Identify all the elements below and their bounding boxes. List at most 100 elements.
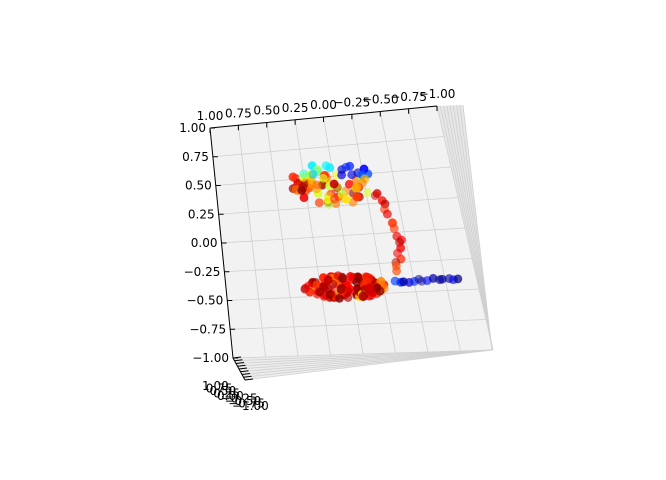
- y-tick: [240, 370, 249, 373]
- data-point: [329, 194, 339, 204]
- data-point: [414, 274, 424, 284]
- data-point: [353, 272, 363, 282]
- y-tick-label: −0.75: [228, 397, 265, 411]
- x-tick-label: 0.50: [253, 104, 280, 118]
- data-point: [392, 266, 402, 276]
- grid-line: [351, 114, 396, 354]
- y-tick-label: 0.50: [210, 384, 237, 398]
- data-point: [325, 289, 335, 299]
- data-point: [343, 292, 353, 302]
- data-point: [365, 273, 375, 283]
- z-tick-label: 0.75: [182, 150, 209, 164]
- data-point: [314, 198, 324, 208]
- grid-line: [459, 105, 493, 351]
- grid-line: [244, 349, 493, 381]
- y-tick-label: −0.50: [225, 394, 262, 408]
- data-point: [345, 271, 355, 281]
- x-tick-label: 1.00: [197, 109, 224, 123]
- grid-line: [235, 349, 493, 364]
- x-tick-label: −0.25: [333, 95, 370, 109]
- y-tick-label: −0.25: [221, 392, 258, 406]
- x-tick-label: 0.75: [225, 106, 252, 120]
- data-point: [318, 173, 328, 183]
- data-point: [336, 285, 346, 295]
- data-point: [328, 279, 338, 289]
- data-point: [337, 274, 347, 284]
- data-point: [342, 194, 352, 204]
- data-point: [376, 276, 386, 286]
- data-point: [300, 283, 310, 293]
- data-point: [364, 283, 374, 293]
- data-point: [334, 293, 344, 303]
- data-point: [352, 192, 362, 202]
- z-tick-label: −1.00: [192, 351, 229, 365]
- x-tick-label: 0.00: [310, 98, 337, 112]
- y-tick-label: 0.00: [217, 389, 244, 403]
- y-tick: [234, 359, 243, 362]
- z-tick-label: 0.25: [188, 207, 215, 221]
- z-tick-label: 1.00: [179, 121, 206, 135]
- y-tick: [241, 373, 251, 375]
- grid-line: [452, 105, 493, 351]
- x-tick-label: −0.75: [390, 90, 427, 104]
- data-point: [308, 169, 318, 179]
- data-point: [312, 180, 322, 190]
- data-point: [357, 178, 367, 188]
- grid-line: [436, 105, 494, 351]
- grid-line: [234, 349, 493, 362]
- x-tick-label: −1.00: [419, 87, 456, 101]
- data-point: [453, 274, 463, 284]
- grid-line: [237, 349, 493, 367]
- data-point: [382, 209, 392, 219]
- data-point: [347, 170, 357, 180]
- y-tick: [232, 356, 242, 359]
- data-point: [366, 290, 376, 300]
- grid-line: [230, 319, 487, 330]
- y-tick: [237, 364, 246, 367]
- data-point: [370, 191, 380, 201]
- y-tick: [244, 378, 254, 381]
- data-point: [363, 188, 373, 198]
- y-tick: [243, 375, 252, 378]
- data-point: [315, 287, 325, 297]
- grid-line: [232, 349, 494, 359]
- y-tick-label: 0.25: [213, 387, 240, 401]
- data-point: [329, 179, 339, 189]
- grid-line: [449, 105, 493, 351]
- data-point: [299, 169, 309, 179]
- z-tick-label: −0.50: [186, 294, 223, 308]
- data-points: [288, 161, 463, 303]
- grid-line: [462, 104, 493, 351]
- grid-line: [443, 105, 494, 351]
- z-tick-label: 0.00: [191, 236, 218, 250]
- x-tick-label: −0.50: [362, 93, 399, 107]
- grid-line: [456, 105, 493, 351]
- y-tick-label: 0.75: [206, 382, 233, 396]
- grid-line: [221, 227, 466, 244]
- y-axis-ticks: 1.000.750.500.250.00−0.25−0.50−0.75−1.00: [202, 356, 269, 413]
- grid-line: [243, 349, 493, 378]
- y-tick: [235, 362, 245, 364]
- y-tick-label: 1.00: [202, 379, 229, 393]
- x-tick-label: 0.25: [282, 101, 309, 115]
- x-axis-ticks: 1.00 0.75 0.50 0.25 0.00−0.25−0.50−0.75−1.00: [197, 87, 456, 133]
- grid-line: [238, 349, 493, 370]
- grid-line: [439, 105, 494, 351]
- data-point: [341, 162, 351, 172]
- data-point: [297, 185, 307, 195]
- y-tick-label: −1.00: [232, 399, 269, 413]
- z-tick-label: 0.50: [185, 179, 212, 193]
- data-point: [375, 286, 385, 296]
- grid-line: [240, 349, 493, 373]
- data-point: [325, 163, 335, 173]
- grid-line: [446, 105, 494, 351]
- grid-line: [224, 258, 473, 273]
- grid-line: [379, 111, 429, 353]
- z-tick-label: −0.75: [189, 322, 226, 336]
- grid-line: [241, 349, 493, 375]
- grid-line: [408, 108, 461, 352]
- z-axis-ticks: 1.00 0.75 0.50 0.25 0.00 −0.25 −0.50 −0.75 −1.00: [179, 121, 238, 365]
- y-tick: [238, 367, 248, 370]
- data-point: [288, 172, 298, 182]
